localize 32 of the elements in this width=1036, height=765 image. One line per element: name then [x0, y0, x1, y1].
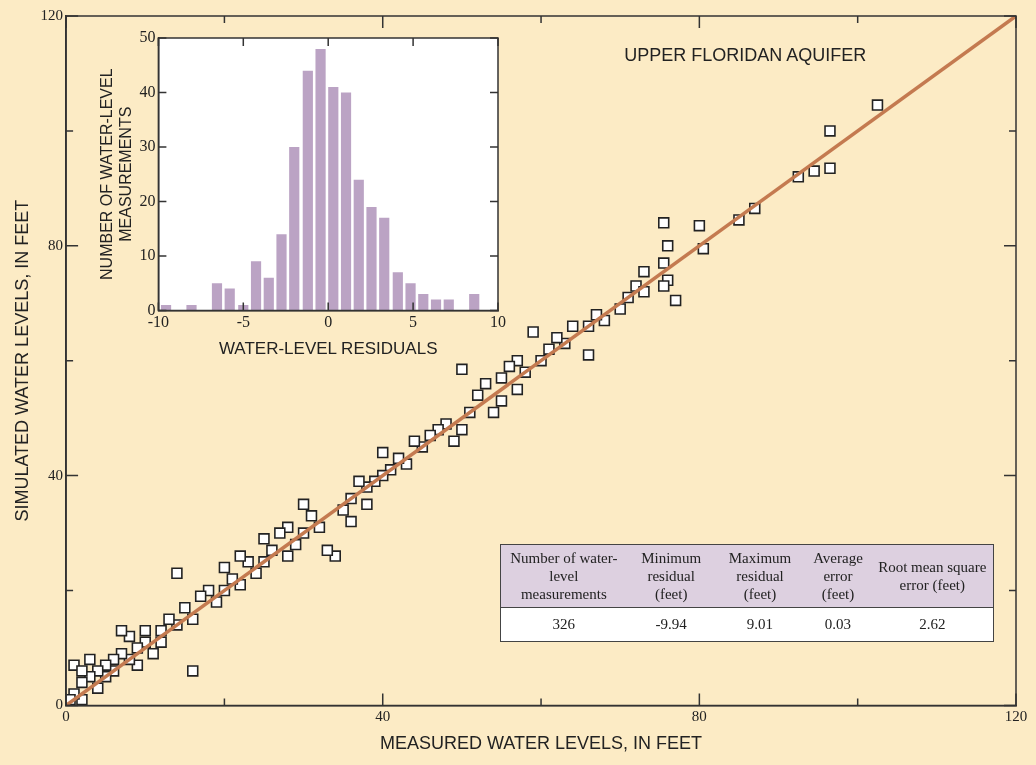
x-tick-label: 10 [490, 313, 506, 331]
y-tick-label: 10 [139, 246, 156, 264]
data-label: 326 [500, 607, 627, 642]
data-label: 0.03 [804, 607, 872, 642]
y-tick-label: 50 [139, 28, 156, 46]
x-axis-title: MEASURED WATER LEVELS, IN FEET [380, 733, 703, 754]
category-label: Minimum residual (feet) [626, 544, 716, 608]
y-axis-title: NUMBER OF WATER-LEVEL MEASUREMENTS [98, 68, 135, 280]
y-tick-label: 80 [48, 236, 64, 253]
category-label: Root mean square error (feet) [871, 544, 994, 608]
x-tick-label: 0 [324, 313, 333, 331]
y-tick-label: 0 [147, 300, 156, 318]
data-label: 9.01 [715, 607, 805, 642]
category-label: Number of water-level measurements [500, 544, 627, 608]
y-tick-label: 120 [40, 6, 64, 23]
category-label: Maximum residual (feet) [715, 544, 805, 608]
category-label: Average error (feet) [804, 544, 872, 608]
data-label: -9.94 [626, 607, 716, 642]
x-tick-label: 40 [375, 708, 391, 725]
y-tick-label: 20 [139, 191, 156, 209]
text: UPPER FLORIDAN AQUIFER [624, 44, 867, 65]
y-tick-label: 30 [139, 137, 156, 155]
x-tick-label: 120 [1004, 708, 1028, 725]
x-tick-label: 80 [691, 708, 707, 725]
x-tick-label: -5 [236, 313, 250, 331]
y-tick-label: 40 [48, 466, 64, 483]
y-tick-label: 40 [139, 82, 156, 100]
x-tick-label: 5 [409, 313, 418, 331]
y-tick-label: 0 [55, 696, 64, 713]
data-label: 2.62 [871, 607, 994, 642]
y-axis-title: SIMULATED WATER LEVELS, IN FEET [11, 199, 32, 522]
x-axis-title: WATER-LEVEL RESIDUALS [218, 339, 438, 359]
